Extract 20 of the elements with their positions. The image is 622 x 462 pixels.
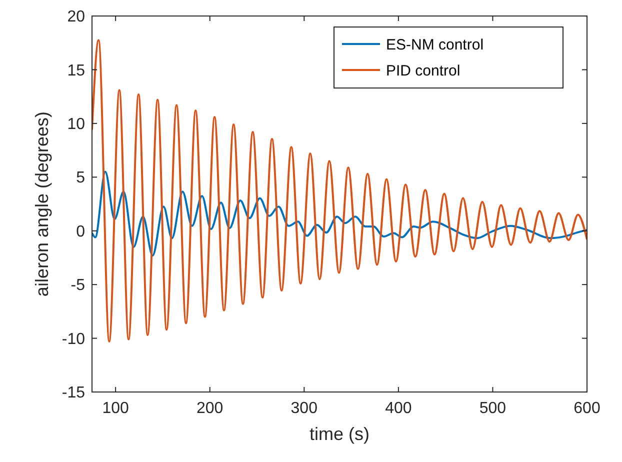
- y-tick-label: -5: [70, 277, 86, 294]
- y-tick-label: 5: [76, 170, 86, 187]
- y-axis-title: aileron angle (degrees): [32, 111, 52, 297]
- y-tick-label: -15: [62, 384, 86, 402]
- y-tick-label: 15: [67, 62, 86, 80]
- y-tick-label: -10: [62, 330, 86, 348]
- y-tick-label: 20: [67, 8, 86, 26]
- line-series: [92, 39, 587, 343]
- legend-label: PID control: [386, 62, 460, 80]
- legend-label: ES-NM control: [386, 36, 484, 54]
- x-tick-label: 600: [574, 400, 600, 417]
- x-axis-title: time (s): [310, 424, 370, 444]
- line-series: [92, 170, 587, 257]
- x-tick-label: 500: [479, 400, 506, 417]
- x-tick-label: 400: [385, 400, 412, 417]
- x-tick-label: 300: [290, 400, 318, 417]
- y-tick-label: 0: [76, 223, 86, 240]
- x-tick-label: 200: [196, 400, 224, 417]
- y-tick-label: 10: [67, 116, 86, 134]
- x-tick-label: 100: [102, 400, 130, 417]
